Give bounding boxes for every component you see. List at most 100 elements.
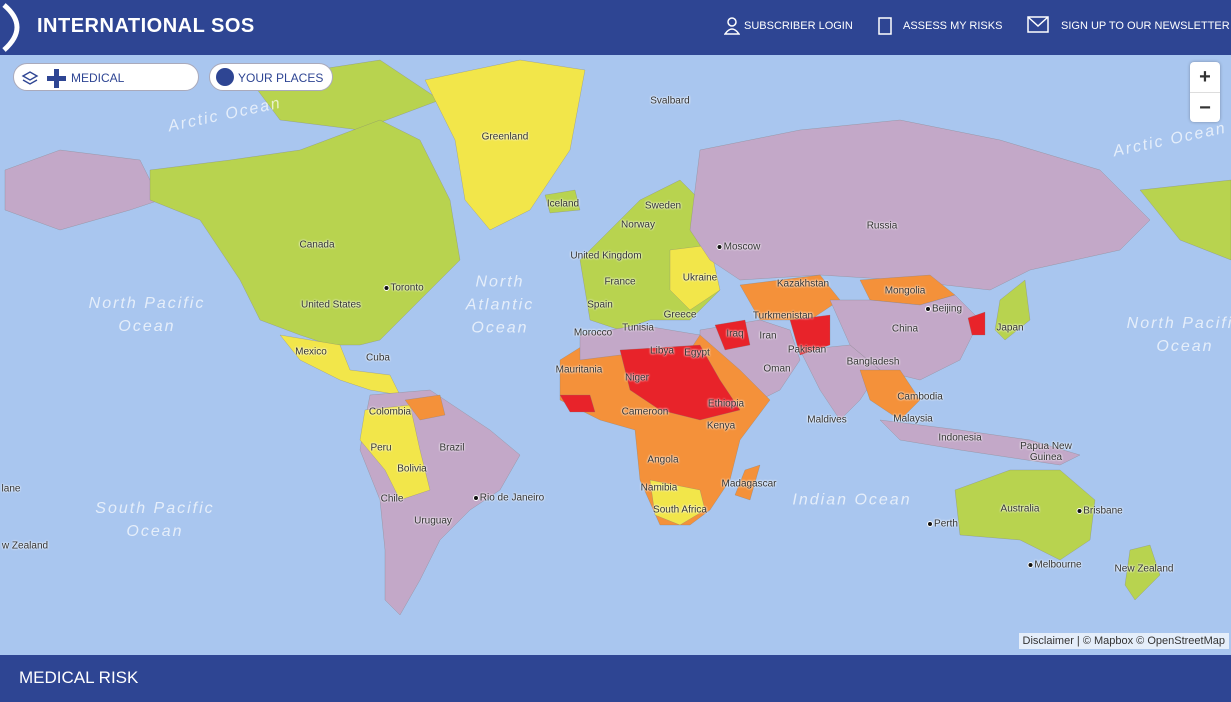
place-label: Spain bbox=[587, 299, 613, 311]
north-america bbox=[149, 119, 461, 346]
place-label: Ukraine bbox=[682, 272, 718, 284]
place-label: Greenland bbox=[481, 131, 529, 143]
southern-africa bbox=[649, 479, 706, 526]
place-label: United States bbox=[300, 299, 362, 311]
place-label: Mexico bbox=[295, 346, 327, 358]
north-korea bbox=[967, 311, 986, 336]
place-label: Cambodia bbox=[897, 391, 943, 403]
attribution[interactable]: Disclaimer | © Mapbox © OpenStreetMap bbox=[1018, 633, 1229, 649]
place-label: Morocco bbox=[573, 327, 613, 339]
zoom-control: + − bbox=[1190, 62, 1220, 122]
layer-label: MEDICAL bbox=[71, 71, 125, 85]
zoom-out[interactable]: − bbox=[1199, 97, 1211, 119]
place-label: Angola bbox=[647, 454, 679, 466]
your-places[interactable]: YOUR PLACES bbox=[209, 63, 333, 91]
alaska bbox=[4, 149, 161, 231]
west-africa bbox=[559, 394, 596, 413]
login-icon bbox=[724, 17, 740, 35]
ocean-label: Indian Ocean bbox=[792, 491, 912, 509]
city-dot bbox=[716, 244, 723, 250]
place-label: Ethiopia bbox=[707, 398, 745, 410]
place-label: Mauritania bbox=[555, 364, 603, 376]
india bbox=[799, 344, 881, 421]
place-label: Oman bbox=[763, 363, 791, 375]
japan bbox=[994, 279, 1031, 341]
city-dot bbox=[473, 495, 479, 501]
ocean-label: North Atlantic Ocean bbox=[465, 273, 535, 337]
place-label: Greece bbox=[663, 309, 697, 321]
globe-icon bbox=[216, 68, 234, 86]
place-label: Melbourne bbox=[1034, 559, 1082, 571]
city-dot bbox=[383, 285, 390, 291]
nav-newsletter[interactable]: SIGN UP TO OUR NEWSLETTER bbox=[1061, 20, 1230, 32]
place-label: Bangladesh bbox=[846, 356, 900, 368]
russia bbox=[689, 119, 1151, 291]
place-label: Mongolia bbox=[884, 285, 926, 297]
place-label: Niger bbox=[625, 372, 649, 384]
place-label: Namibia bbox=[640, 482, 678, 494]
venezuela bbox=[404, 394, 446, 421]
afghanistan bbox=[789, 314, 831, 356]
newsletter-icon bbox=[1027, 16, 1049, 33]
place-label: Maldives bbox=[807, 414, 847, 426]
place-label: Cuba bbox=[366, 352, 390, 364]
place-label: Indonesia bbox=[938, 432, 982, 444]
australia bbox=[954, 469, 1096, 561]
iceland bbox=[544, 189, 581, 214]
brand[interactable]: INTERNATIONAL SOS bbox=[37, 15, 255, 37]
place-label: Iraq bbox=[726, 328, 744, 340]
zoom-in[interactable]: + bbox=[1190, 62, 1220, 93]
place-label: Libya bbox=[650, 345, 674, 357]
place-label: Tunisia bbox=[622, 322, 654, 334]
city-dot bbox=[925, 306, 931, 312]
place-label: Norway bbox=[621, 219, 655, 231]
nav-login[interactable]: SUBSCRIBER LOGIN bbox=[744, 20, 853, 32]
place-label: Iceland bbox=[546, 198, 580, 210]
layer-icons bbox=[21, 69, 66, 88]
place-label: South Africa bbox=[653, 504, 707, 516]
place-label: New Zealand bbox=[1114, 563, 1174, 575]
place-label: Pakistan bbox=[787, 344, 827, 356]
place-label: Madagascar bbox=[721, 478, 777, 490]
place-label: Turkmenistan bbox=[752, 310, 814, 322]
greenland bbox=[424, 59, 586, 231]
place-label: United Kingdom bbox=[570, 250, 642, 262]
place-label: Egypt bbox=[684, 347, 710, 359]
place-label: w Zealand bbox=[1, 540, 49, 552]
iraq-syria bbox=[714, 319, 751, 351]
header: INTERNATIONAL SOS SUBSCRIBER LOGIN ASSES… bbox=[0, 0, 1231, 55]
places-label: YOUR PLACES bbox=[238, 71, 324, 85]
place-label: Brisbane bbox=[1083, 505, 1123, 517]
place-label: Kenya bbox=[706, 420, 736, 432]
place-label: Papua New Guinea bbox=[1020, 441, 1072, 463]
place-label: Peru bbox=[370, 442, 392, 454]
place-label: China bbox=[891, 323, 919, 335]
andes bbox=[359, 404, 431, 501]
nav-assess[interactable]: ASSESS MY RISKS bbox=[903, 20, 1003, 32]
place-label: lane bbox=[1, 483, 21, 495]
ocean-label: North Pacific Ocean bbox=[1126, 315, 1231, 355]
layer-selector[interactable]: MEDICAL bbox=[13, 63, 199, 91]
ocean-label: North Pacific Ocean bbox=[88, 295, 206, 335]
assess-icon bbox=[878, 17, 892, 35]
place-label: Kazakhstan bbox=[776, 278, 830, 290]
southeast-asia bbox=[859, 369, 921, 421]
place-label: Svalbard bbox=[650, 95, 690, 107]
footer: MEDICAL RISK bbox=[0, 655, 1231, 702]
sahel bbox=[619, 344, 741, 421]
indonesia bbox=[879, 419, 1081, 466]
place-label: Iran bbox=[759, 330, 777, 342]
place-label: Uruguay bbox=[414, 515, 452, 527]
place-label: Canada bbox=[299, 239, 335, 251]
city-dot bbox=[1027, 562, 1034, 568]
place-label: Japan bbox=[996, 322, 1024, 334]
place-label: Perth bbox=[934, 518, 958, 530]
place-label: Sweden bbox=[644, 200, 682, 212]
chukotka bbox=[1139, 179, 1231, 261]
place-label: Chile bbox=[380, 493, 404, 505]
world-map[interactable] bbox=[0, 55, 1231, 655]
place-label: Australia bbox=[1000, 503, 1040, 515]
new-zealand bbox=[1124, 544, 1161, 601]
place-label: Moscow bbox=[723, 241, 761, 253]
